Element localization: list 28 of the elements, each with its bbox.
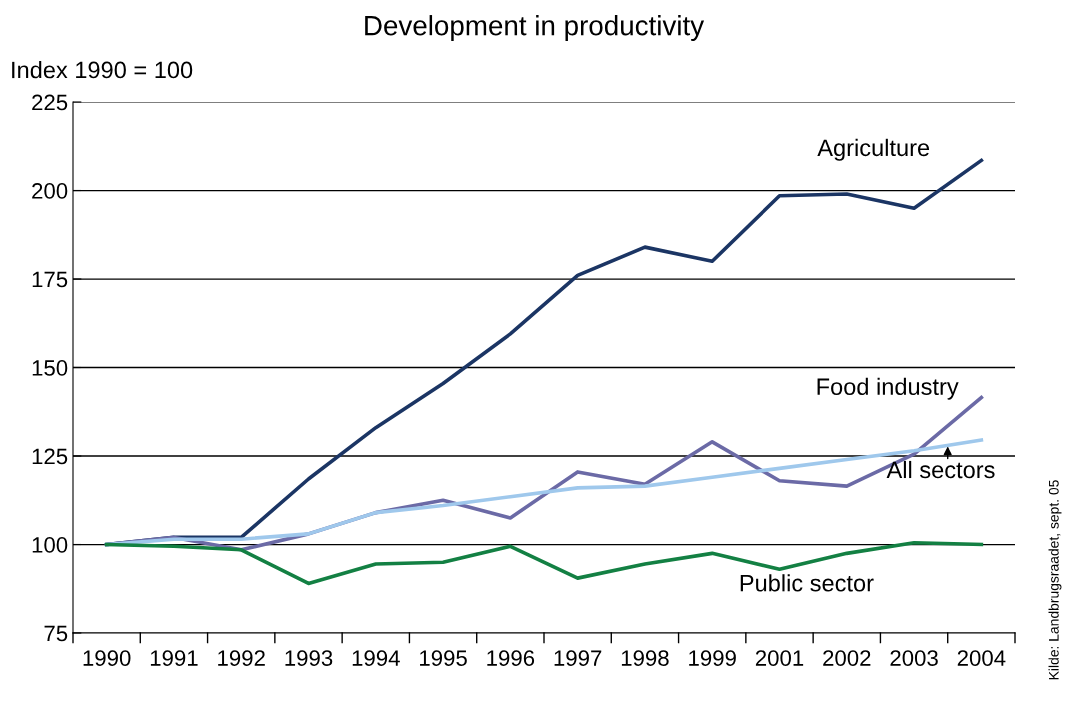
x-tick-label: 2002	[823, 650, 871, 666]
x-tick-label: 1999	[689, 650, 736, 666]
x-tick-label: 2003	[890, 650, 938, 666]
y-axis-title: Index 1990 = 100	[12, 61, 193, 79]
y-tick-label: 175	[32, 271, 68, 288]
x-tick-label: 1998	[621, 650, 669, 666]
x-tick-label: 1990	[83, 650, 131, 666]
x-tick-label: 1996	[487, 650, 535, 666]
x-tick-label: 1994	[352, 650, 400, 666]
y-tick-label: 225	[32, 94, 68, 111]
y-tick-label: 150	[32, 360, 68, 376]
series-label: Public sector	[740, 574, 874, 592]
y-tick-label: 100	[32, 537, 68, 553]
y-tick-label: 200	[32, 183, 68, 199]
x-tick-label: 1991	[150, 650, 198, 666]
series-label: Food industry	[817, 377, 959, 400]
series-label: Agriculture	[817, 138, 930, 161]
x-tick-label: 1993	[285, 650, 333, 666]
y-tick-label: 125	[32, 448, 68, 465]
x-tick-label: 1995	[420, 650, 467, 666]
x-tick-label: 2001	[755, 650, 804, 666]
x-tick-label: 2004	[957, 650, 1006, 666]
chart-title: Development in productivity	[365, 15, 705, 41]
text: Kilde: Landbrugsraadet, sept. 05	[1048, 480, 1062, 680]
y-tick-label: 75	[44, 625, 68, 642]
series-label: All sectors	[886, 460, 995, 479]
x-tick-label: 1992	[218, 650, 265, 666]
x-tick-label: 1997	[554, 650, 602, 666]
